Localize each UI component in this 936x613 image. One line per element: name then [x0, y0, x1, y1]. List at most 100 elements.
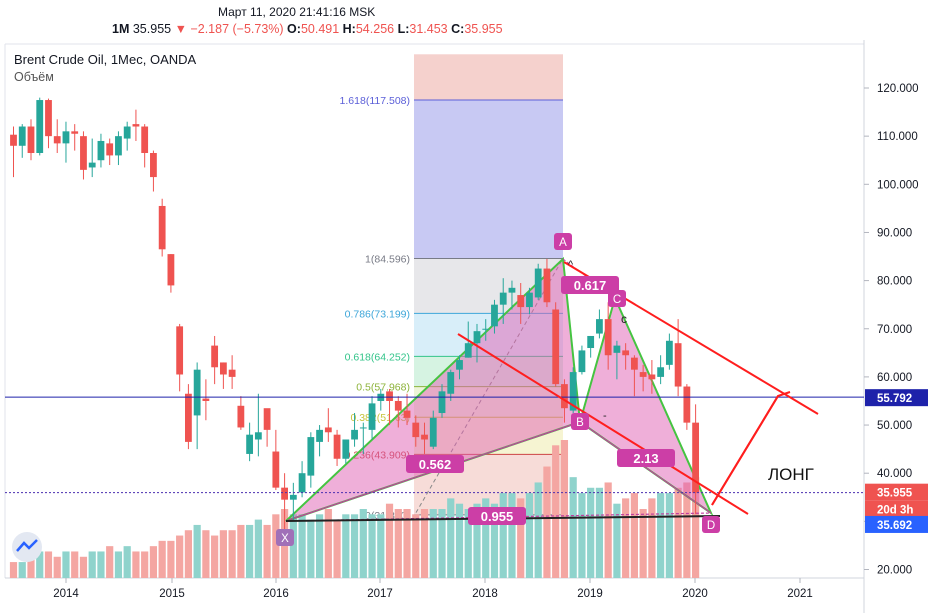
logo-mark: [16, 539, 38, 552]
price-axis-label[interactable]: [865, 500, 928, 518]
volume-bar: [9, 562, 18, 578]
candle-body: [176, 326, 184, 375]
candle-body: [447, 372, 455, 394]
price-axis-label[interactable]: [865, 515, 928, 533]
open-label: O:: [287, 22, 301, 36]
volume-bar: [88, 551, 96, 578]
candle-body: [211, 345, 219, 368]
candle-body: [578, 350, 586, 373]
close-value: 35.955: [464, 22, 503, 36]
pattern-point-badge[interactable]: [702, 516, 720, 533]
candle-body: [36, 100, 44, 154]
volume-bar: [438, 509, 446, 578]
volume-bar: [184, 530, 192, 578]
legend-symbol: Brent Crude Oil, 1Мес, OANDA: [14, 52, 197, 67]
pattern-labels[interactable]: X A B C D 0.562 0.617 2.13 0.955 ЛОНГ ^ c -: [276, 233, 814, 546]
pattern-ratio-badge[interactable]: [468, 507, 526, 525]
candle-body: [132, 124, 140, 127]
price-axis[interactable]: 20.00030.00040.00050.00060.00070.00080.0…: [864, 83, 928, 577]
b-dash-mark: -: [603, 410, 607, 422]
volume-bar: [622, 498, 630, 578]
candle-body: [228, 369, 236, 377]
candle-body: [665, 340, 673, 365]
candle-body: [263, 408, 271, 430]
volume-bar: [237, 524, 245, 578]
y-tick-label: 50.000: [877, 420, 912, 432]
time-axis[interactable]: 2014 2015 2016 2017 2018 2019 2020 2021: [53, 578, 813, 600]
pattern-point-badge[interactable]: [554, 233, 572, 250]
candle-body: [351, 429, 358, 440]
pattern-ratio-badge[interactable]: [406, 455, 464, 473]
volume-bar: [202, 530, 210, 578]
pattern-point-label: C: [613, 294, 621, 306]
volume-bar: [403, 509, 411, 578]
price-axis-label[interactable]: [865, 483, 928, 501]
volume-bar: [97, 551, 105, 578]
volume-bar: [342, 514, 350, 578]
candle-body: [18, 126, 26, 146]
pattern-point-badge[interactable]: [608, 290, 626, 307]
x-tick-label: 2021: [787, 588, 813, 600]
ohlc-readout: 1M 35.955 ▼ −2.187 (−5.73%) O:50.491 H:5…: [112, 22, 503, 36]
candle-body: [464, 343, 472, 358]
candle-body: [298, 473, 306, 493]
pattern-point-badge[interactable]: [571, 413, 589, 430]
pattern-ratio-badge[interactable]: [561, 276, 619, 294]
pattern-point-badge[interactable]: [276, 529, 294, 546]
candle-body: [596, 319, 603, 334]
volume-bar: [298, 514, 306, 578]
volume-bar: [473, 503, 481, 578]
candle-body: [517, 295, 525, 308]
volume-bar: [18, 562, 26, 578]
pattern-ratio-badge[interactable]: [617, 449, 675, 467]
candle-body: [683, 386, 691, 423]
pattern-ratio-label: 2.13: [633, 451, 658, 466]
price-change: −2.187 (−5.73%): [190, 22, 284, 36]
candle-body: [281, 487, 288, 500]
pattern-point-label: B: [576, 417, 584, 429]
candle-body: [88, 162, 96, 168]
volume-bar: [167, 540, 175, 578]
volume-bar: [604, 482, 612, 578]
trend-lines[interactable]: [5, 261, 864, 522]
candle-body: [202, 398, 210, 401]
price-axis-label-text: 55.792: [877, 393, 912, 405]
candle-body: [499, 292, 507, 305]
volume-bar: [569, 477, 577, 578]
long-projection-line[interactable]: [711, 395, 779, 506]
y-tick-label: 20.000: [877, 565, 912, 577]
volume-bar: [176, 535, 184, 578]
candle-body: [53, 136, 61, 144]
current-price: 35.955: [132, 22, 172, 36]
candle-body: [359, 427, 367, 429]
fib-level-label: 0.786(73.199): [345, 308, 410, 320]
candle-body: [289, 494, 297, 500]
volume-bar: [44, 551, 53, 578]
price-axis-label[interactable]: [865, 389, 928, 407]
candle-body: [412, 422, 420, 438]
volume-bar: [394, 509, 402, 578]
header-bar: Март 11, 2020 21:41:16 MSK 1M 35.955 ▼ −…: [0, 0, 936, 40]
volume-bar: [420, 509, 429, 578]
volume-bar: [552, 445, 560, 578]
volume-bar: [359, 509, 367, 578]
y-tick-label: 120.000: [877, 83, 919, 95]
volume-bar: [132, 551, 140, 578]
volume-bar: [648, 498, 656, 578]
price-axis-label-text: 35.692: [877, 520, 912, 532]
long-annotation[interactable]: ЛОНГ: [768, 465, 814, 484]
candle-body: [421, 434, 428, 440]
volume-bar: [289, 514, 297, 578]
lower-trend-line[interactable]: [457, 333, 749, 515]
candle-body: [569, 372, 577, 411]
candle-body: [368, 403, 376, 430]
y-tick-label: 90.000: [877, 227, 912, 239]
volume-bar: [412, 514, 420, 578]
candle-body: [193, 369, 201, 416]
volume-bar: [62, 551, 70, 578]
volume-bar: [219, 530, 227, 578]
volume-bar: [211, 535, 219, 578]
candle-body: [552, 309, 560, 385]
volume-bar: [630, 493, 638, 578]
